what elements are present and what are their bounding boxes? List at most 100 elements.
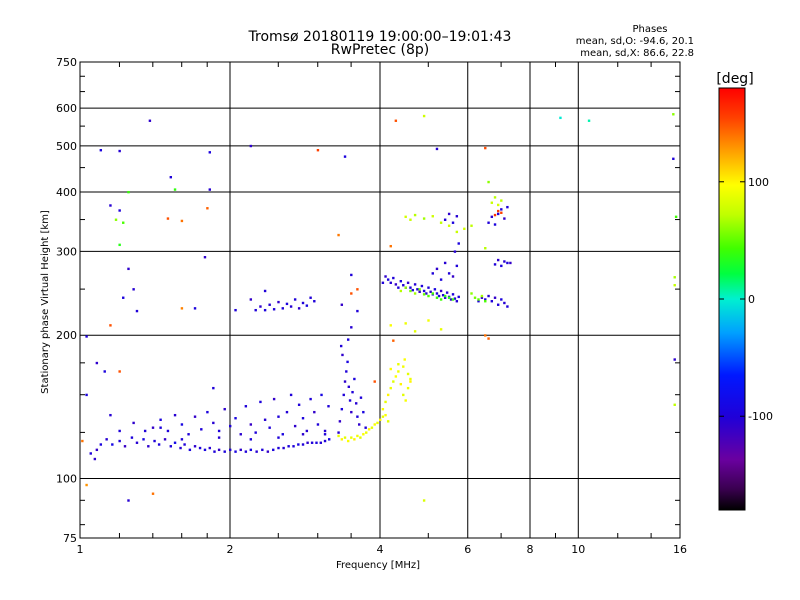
echo-point [487, 221, 490, 224]
echo-point [187, 433, 190, 436]
echo-point [404, 215, 407, 219]
echo-point [477, 300, 480, 303]
echo-point [301, 443, 305, 446]
echo-point [411, 288, 414, 292]
echo-point [229, 448, 232, 452]
echo-point [350, 326, 353, 329]
echo-point [313, 300, 316, 303]
echo-point [148, 119, 152, 122]
echo-point [413, 330, 417, 333]
echo-point [259, 400, 262, 404]
echo-point [105, 438, 108, 441]
echo-point [287, 445, 290, 448]
echo-point [397, 286, 400, 289]
echo-point [435, 296, 439, 299]
echo-point [244, 405, 248, 408]
echo-point [203, 448, 207, 452]
echo-point [509, 261, 512, 265]
echo-point [114, 218, 118, 221]
echo-point [249, 448, 253, 452]
echo-point [309, 397, 312, 401]
colorbar-tick-label: 100 [748, 176, 769, 189]
echo-point [425, 292, 428, 295]
echo-point [455, 215, 459, 218]
echo-point [506, 261, 509, 265]
echo-point [416, 288, 419, 291]
echo-point [484, 247, 487, 250]
echo-point [399, 289, 403, 293]
echo-point [351, 390, 354, 394]
phase-info-o-mode: mean, sd,O: -94.6, 20.1 [576, 36, 694, 47]
echo-point [348, 399, 352, 402]
echo-point [346, 338, 350, 341]
echo-point [356, 415, 359, 418]
echo-point [441, 293, 445, 297]
y-tick-label: 100 [56, 473, 77, 486]
echo-point [316, 148, 320, 152]
echo-point [493, 196, 497, 199]
echo-point [418, 290, 421, 294]
echo-point [347, 385, 351, 389]
echo-point [89, 452, 92, 455]
echo-point [151, 492, 155, 495]
grid-lines [80, 62, 680, 538]
echo-point [406, 372, 410, 376]
echo-point [249, 298, 253, 301]
echo-point [323, 439, 327, 443]
echo-point [376, 421, 379, 425]
echo-point [455, 264, 459, 268]
echo-point [356, 434, 359, 438]
echo-point [451, 275, 455, 278]
echo-point [357, 423, 361, 426]
echo-point [480, 296, 484, 299]
echo-point [316, 423, 320, 426]
echo-point [337, 434, 340, 438]
echo-point [234, 308, 237, 312]
echo-point [339, 344, 343, 348]
echo-point [386, 393, 390, 397]
echo-point [386, 278, 390, 281]
echo-point [309, 296, 312, 299]
echo-point [203, 256, 207, 259]
echo-point [445, 291, 449, 294]
echo-point [402, 284, 405, 287]
echo-point [272, 448, 275, 452]
echo-point [163, 438, 167, 441]
echo-point [381, 415, 385, 418]
echo-point [493, 223, 497, 226]
echo-point [266, 450, 270, 453]
echo-point [373, 380, 376, 383]
echo-point [342, 393, 345, 397]
echo-point [337, 233, 340, 237]
echo-point [389, 281, 392, 284]
echo-point [435, 267, 439, 271]
echo-point [493, 263, 497, 266]
echo-point [439, 289, 443, 293]
echo-point [447, 212, 451, 216]
echo-point [673, 403, 676, 406]
echo-point [356, 288, 359, 291]
echo-point [229, 424, 232, 428]
echo-point [132, 421, 135, 425]
echo-point [179, 446, 182, 450]
chart-subtitle: RwPretec (8p) [331, 42, 429, 58]
echo-point [206, 207, 209, 210]
echo-point [109, 413, 112, 417]
echo-point [217, 429, 221, 433]
echo-point [420, 284, 424, 288]
echo-point [394, 283, 398, 286]
echo-point [422, 114, 426, 118]
echo-point [217, 448, 221, 452]
echo-point [439, 221, 443, 224]
echo-point [392, 380, 395, 383]
echo-point [490, 300, 494, 303]
echo-point [506, 305, 509, 308]
echo-point [350, 436, 353, 439]
echo-point [212, 421, 215, 425]
echo-point [409, 218, 412, 221]
echo-point [93, 457, 97, 461]
echo-point [239, 433, 242, 436]
echo-point [429, 290, 432, 294]
echo-point [409, 380, 412, 383]
